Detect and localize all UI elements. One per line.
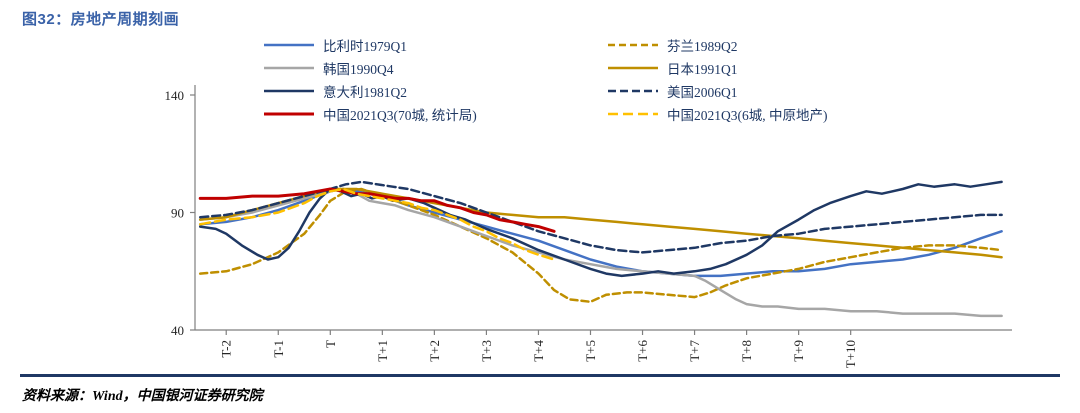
x-tick-label: T-2 xyxy=(219,340,234,358)
x-tick-label: T xyxy=(323,340,338,348)
legend-label: 比利时1979Q1 xyxy=(323,38,407,54)
x-tick-label: T+7 xyxy=(687,340,702,362)
y-tick-label: 40 xyxy=(171,323,184,338)
series-line-5 xyxy=(198,180,1003,254)
legend-item-0: 比利时1979Q1 xyxy=(263,36,477,54)
x-tick-label: T+5 xyxy=(583,340,598,362)
x-tick-label: T+2 xyxy=(427,340,442,362)
series-line-6 xyxy=(198,187,556,233)
legend-line-sample-icon xyxy=(608,66,658,69)
real-estate-cycle-chart: 40 90 140 T-2 T-1 T T+1 T+2 T+3 T+4 T+5 T+6 T+7 T+8 T+… xyxy=(0,24,1080,376)
x-tick-label: T+10 xyxy=(843,340,858,368)
legend-line-sample-icon xyxy=(264,112,314,115)
x-tick-label: T+9 xyxy=(791,340,806,362)
x-tick-label: T+1 xyxy=(375,340,390,362)
series-line-4 xyxy=(198,180,1003,278)
source-note: 资料来源：Wind，中国银河证券研究院 xyxy=(22,389,263,404)
legend-column-0: 比利时1979Q1 韩国1990Q4 意大利1981Q2 中国2021Q3(70城, … xyxy=(263,36,477,123)
legend-item-3: 日本1991Q1 xyxy=(607,59,828,77)
y-tick-label: 90 xyxy=(171,206,184,221)
legend-item-4: 意大利1981Q2 xyxy=(263,82,477,100)
legend-item-5: 美国2006Q1 xyxy=(607,82,828,100)
legend-label: 中国2021Q3(70城, 统计局) xyxy=(323,107,477,123)
legend-line-sample-icon xyxy=(264,66,314,69)
legend-label: 中国2021Q3(6城, 中原地产) xyxy=(667,107,828,123)
legend-item-6: 中国2021Q3(70城, 统计局) xyxy=(263,105,477,123)
y-tick-label: 140 xyxy=(165,88,185,103)
legend-item-1: 芬兰1989Q2 xyxy=(607,36,828,54)
page-title: 图32：房地产周期刻画 xyxy=(22,11,180,28)
x-tick-label: T+8 xyxy=(739,340,754,362)
legend-label: 美国2006Q1 xyxy=(667,84,738,100)
x-tick-label: T+6 xyxy=(635,340,650,362)
legend-line-sample-icon xyxy=(264,89,314,92)
series-line-7 xyxy=(198,187,556,261)
legend-line-sample-icon xyxy=(264,43,314,46)
legend-item-2: 韩国1990Q4 xyxy=(263,59,477,77)
chart-legend: 比利时1979Q1 韩国1990Q4 意大利1981Q2 中国2021Q3(70城, … xyxy=(0,36,1080,146)
series-line-1 xyxy=(198,187,1003,304)
legend-label: 韩国1990Q4 xyxy=(323,61,394,77)
series-line-0 xyxy=(198,187,1003,278)
legend-label: 芬兰1989Q2 xyxy=(667,38,738,54)
legend-line-sample-icon xyxy=(608,43,658,46)
x-tick-label: T+3 xyxy=(479,340,494,362)
x-tick-label: T-1 xyxy=(271,340,286,358)
cycle-chart-svg: 40 90 140 T-2 T-1 T T+1 T+2 T+3 T+4 T+5 T+6 T+7 T+8 T+… xyxy=(165,85,1012,368)
legend-label: 日本1991Q1 xyxy=(667,61,738,77)
x-tick-label: T+4 xyxy=(531,340,546,362)
legend-item-7: 中国2021Q3(6城, 中原地产) xyxy=(607,105,828,123)
legend-column-1: 芬兰1989Q2 日本1991Q1 美国2006Q1 中国2021Q3(6城, 中原地… xyxy=(607,36,828,123)
legend-line-sample-icon xyxy=(608,89,658,92)
legend-line-sample-icon xyxy=(608,112,658,115)
legend-label: 意大利1981Q2 xyxy=(323,84,407,100)
footer-divider xyxy=(20,374,1060,377)
